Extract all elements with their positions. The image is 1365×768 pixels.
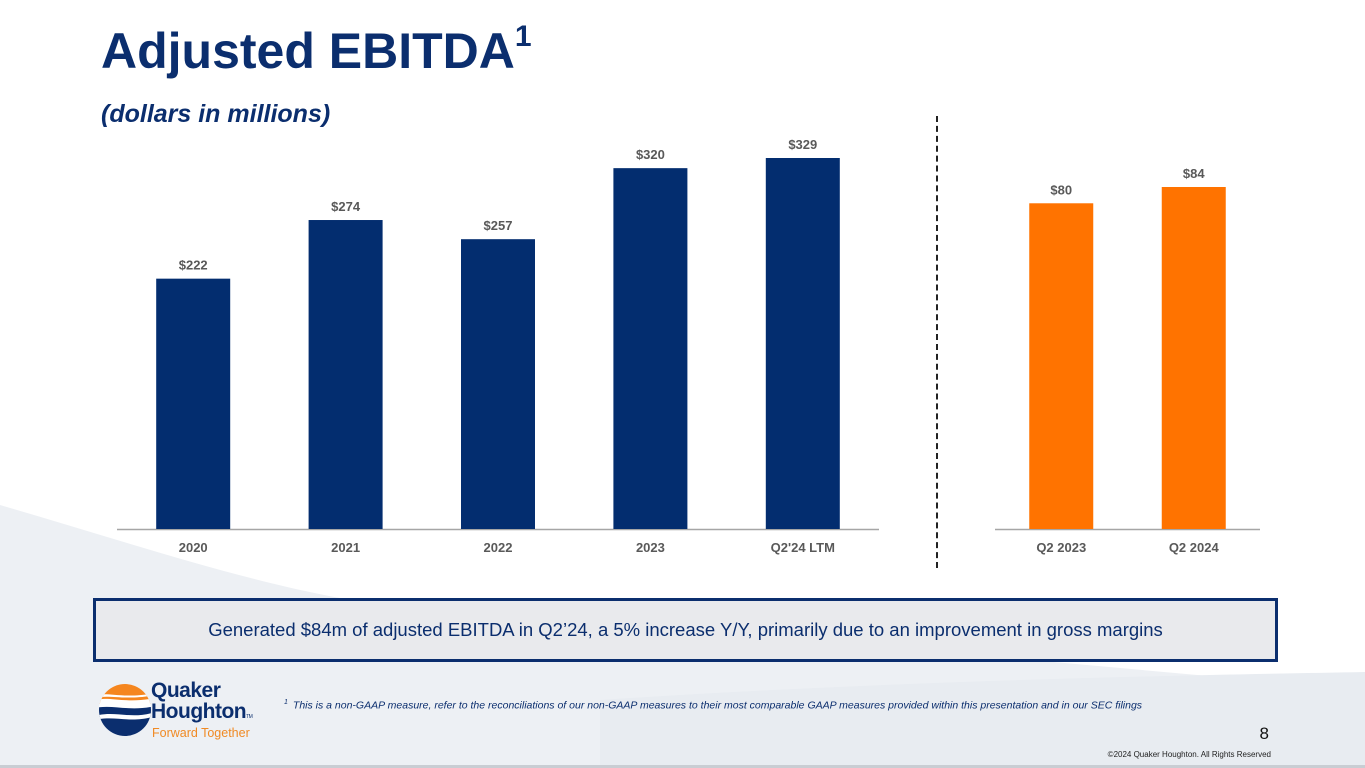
quarterly-category-label: Q2 2024 bbox=[1169, 540, 1220, 555]
slide-border-bottom bbox=[0, 765, 1365, 768]
annual-category-label: 2020 bbox=[179, 540, 208, 555]
annual-category-label: 2023 bbox=[636, 540, 665, 555]
annual-category-label: 2021 bbox=[331, 540, 360, 555]
quarterly-bar bbox=[1161, 187, 1226, 529]
quarterly-data-label: $84 bbox=[1183, 166, 1205, 181]
annual-bar bbox=[461, 239, 535, 530]
logo-tagline: Forward Together bbox=[152, 726, 250, 740]
footnote-text: This is a non-GAAP measure, refer to the… bbox=[292, 699, 1143, 712]
annual-data-label: $257 bbox=[484, 218, 513, 233]
annual-data-label: $329 bbox=[788, 137, 817, 152]
page-subtitle: (dollars in millions) bbox=[101, 100, 331, 128]
summary-callout-text: Generated $84m of adjusted EBITDA in Q2’… bbox=[208, 619, 1163, 640]
copyright-notice: ©2024 Quaker Houghton. All Rights Reserv… bbox=[1107, 750, 1271, 759]
annual-bar bbox=[765, 158, 840, 529]
annual-category-label: 2022 bbox=[484, 540, 513, 555]
title-text: Adjusted EBITDA bbox=[101, 23, 515, 79]
title-footnote-marker: 1 bbox=[514, 20, 532, 54]
background-swoosh-right bbox=[600, 672, 1365, 768]
annual-bar bbox=[613, 168, 688, 530]
footnote-marker: 1 bbox=[284, 699, 288, 706]
quarterly-ebitda-chart: $80 Q2 2023 $84 Q2 2024 bbox=[995, 166, 1260, 555]
logo-line2: Houghton bbox=[151, 700, 247, 723]
annual-bar bbox=[156, 278, 231, 529]
logo-line1: Quaker bbox=[151, 679, 221, 702]
annual-bar bbox=[308, 220, 383, 529]
sunrise-wave-logo-icon bbox=[99, 684, 151, 736]
quarterly-bar bbox=[1029, 203, 1094, 530]
logo-wordmark: Quaker HoughtonTM bbox=[151, 679, 253, 728]
quarterly-data-label: $80 bbox=[1050, 182, 1072, 197]
annual-data-label: $320 bbox=[636, 147, 665, 162]
quarterly-category-label: Q2 2023 bbox=[1036, 540, 1086, 555]
logo-trademark: TM bbox=[246, 714, 253, 720]
annual-ebitda-chart: $222 2020 $274 2021 $257 2022 $320 2023 $329 Q2'2… bbox=[117, 137, 879, 555]
annual-data-label: $222 bbox=[179, 258, 208, 273]
page-title: Adjusted EBITDA1 bbox=[101, 20, 532, 80]
chart-divider-dashed-line bbox=[936, 116, 938, 568]
annual-data-label: $274 bbox=[331, 199, 361, 214]
page-number: 8 bbox=[1259, 724, 1269, 743]
company-logo: Quaker HoughtonTM Forward Together bbox=[95, 680, 270, 746]
footnote: 1 This is a non-GAAP measure, refer to th… bbox=[284, 699, 1142, 712]
annual-category-label: Q2'24 LTM bbox=[771, 540, 835, 555]
summary-callout-box: Generated $84m of adjusted EBITDA in Q2’… bbox=[93, 598, 1278, 662]
